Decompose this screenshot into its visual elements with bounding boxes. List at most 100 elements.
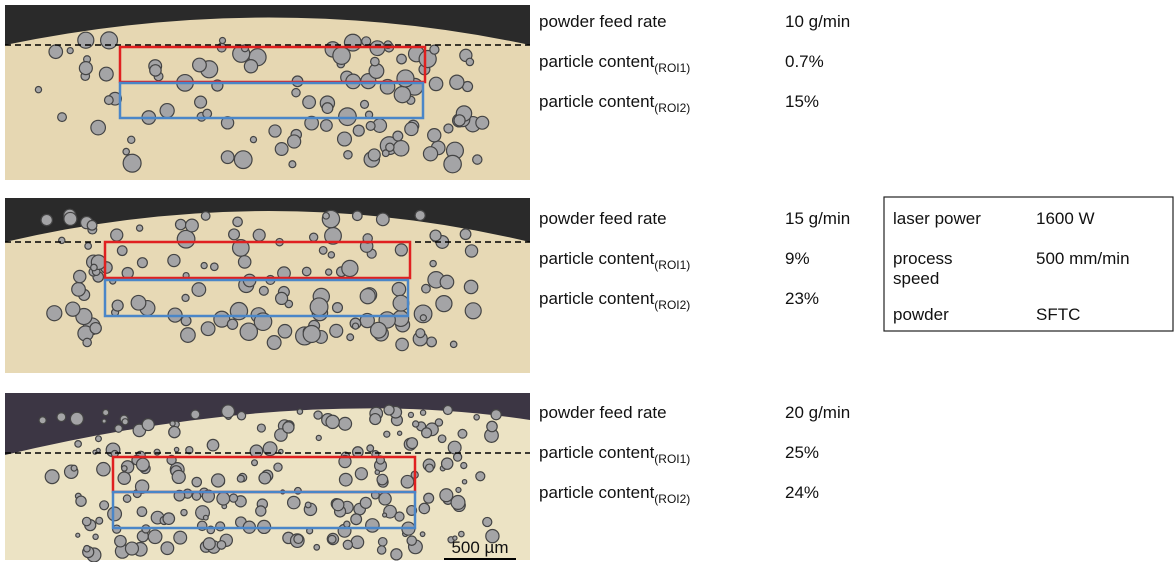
figure: 500 µmpowder feed rate10 g/minparticle c… bbox=[0, 0, 1175, 562]
particle bbox=[333, 303, 343, 313]
particle bbox=[351, 536, 364, 549]
particle bbox=[91, 120, 106, 135]
particle bbox=[339, 473, 352, 486]
particle bbox=[250, 445, 262, 457]
particle bbox=[131, 295, 146, 310]
particle bbox=[192, 477, 201, 486]
particle bbox=[443, 406, 452, 415]
particle bbox=[234, 151, 252, 169]
particle bbox=[244, 60, 257, 73]
particle bbox=[476, 116, 489, 129]
particle bbox=[326, 415, 339, 428]
particle bbox=[35, 87, 41, 93]
particle bbox=[72, 283, 86, 297]
particle bbox=[314, 545, 320, 551]
particle bbox=[444, 124, 453, 133]
particle bbox=[384, 431, 390, 437]
particle bbox=[170, 421, 175, 426]
particle bbox=[104, 96, 113, 105]
particle bbox=[47, 306, 62, 321]
particle bbox=[74, 270, 86, 282]
particle bbox=[378, 538, 387, 547]
particle bbox=[397, 54, 407, 64]
particle bbox=[474, 415, 479, 420]
particle bbox=[347, 334, 354, 341]
parameter-value: SFTC bbox=[1036, 305, 1080, 324]
particle bbox=[64, 212, 77, 225]
particle bbox=[420, 532, 425, 537]
particle bbox=[303, 96, 316, 109]
roi-subscript: (ROI1) bbox=[654, 452, 690, 466]
particle bbox=[137, 507, 147, 517]
particle-content-text: particle content bbox=[539, 92, 655, 111]
particle bbox=[332, 499, 344, 511]
particle bbox=[117, 246, 127, 256]
particle bbox=[41, 214, 52, 225]
particle bbox=[84, 545, 90, 551]
particle bbox=[393, 295, 409, 311]
particle bbox=[328, 535, 336, 543]
particle bbox=[430, 230, 441, 241]
particle bbox=[322, 103, 333, 114]
particle bbox=[216, 522, 225, 531]
particle bbox=[169, 426, 180, 437]
particle bbox=[45, 470, 59, 484]
particle bbox=[122, 419, 128, 425]
particle bbox=[367, 445, 374, 452]
particle bbox=[384, 405, 394, 415]
roi-subscript: (ROI2) bbox=[654, 298, 690, 312]
particle bbox=[142, 419, 154, 431]
particle bbox=[115, 425, 122, 432]
scale-bar-label: 500 µm bbox=[451, 538, 508, 557]
particle bbox=[360, 289, 375, 304]
particle bbox=[377, 546, 385, 554]
particle bbox=[174, 531, 187, 544]
particle bbox=[288, 135, 301, 148]
particle bbox=[448, 441, 461, 454]
particle bbox=[237, 412, 245, 420]
particle bbox=[310, 233, 318, 241]
particle bbox=[339, 108, 357, 126]
particle bbox=[316, 435, 321, 440]
particle bbox=[207, 439, 219, 451]
parameter-label-line: speed bbox=[893, 269, 939, 288]
particle bbox=[227, 319, 237, 329]
particle bbox=[392, 282, 405, 295]
particle bbox=[440, 275, 454, 289]
particle bbox=[150, 65, 161, 76]
particle bbox=[393, 131, 403, 141]
particle bbox=[462, 480, 466, 484]
particle bbox=[250, 137, 256, 143]
particle bbox=[303, 325, 320, 342]
particle bbox=[483, 517, 492, 526]
particle-content-value: 0.7% bbox=[785, 52, 824, 71]
particle bbox=[123, 148, 129, 154]
particle bbox=[161, 542, 174, 555]
roi-subscript: (ROI2) bbox=[654, 101, 690, 115]
particle bbox=[212, 474, 225, 487]
particle bbox=[182, 294, 189, 301]
particle bbox=[339, 417, 352, 430]
particle bbox=[424, 493, 434, 503]
particle-content-value: 9% bbox=[785, 249, 810, 268]
feed-rate-label: powder feed rate bbox=[539, 209, 667, 228]
feed-rate-value: 15 g/min bbox=[785, 209, 850, 228]
particle bbox=[99, 67, 113, 81]
particle bbox=[238, 256, 250, 268]
particle bbox=[305, 502, 311, 508]
particle bbox=[78, 32, 94, 48]
particle bbox=[476, 472, 485, 481]
particle bbox=[93, 534, 98, 539]
particle bbox=[370, 414, 381, 425]
particle bbox=[76, 533, 80, 537]
particle bbox=[79, 62, 92, 75]
particle bbox=[427, 337, 437, 347]
particle bbox=[123, 154, 141, 172]
particle bbox=[175, 219, 185, 229]
particle bbox=[394, 86, 410, 102]
particle bbox=[67, 48, 73, 54]
particle bbox=[289, 161, 296, 168]
roi-subscript: (ROI1) bbox=[654, 61, 690, 75]
particle bbox=[58, 113, 67, 122]
